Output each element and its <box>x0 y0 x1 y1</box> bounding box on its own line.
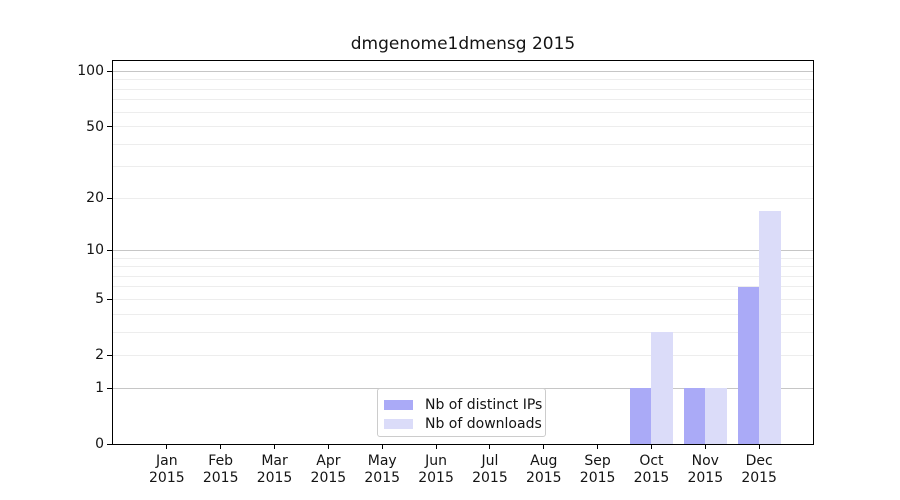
x-tick-mark-aug <box>543 444 545 449</box>
gridline-minor-7 <box>113 275 813 277</box>
gridline-major-100 <box>113 70 813 72</box>
chart-title: dmgenome1dmensg 2015 <box>350 34 576 54</box>
y-tick-mark-10 <box>107 249 112 251</box>
y-tick-mark-2 <box>107 354 112 356</box>
x-tick-label-may: May 2015 <box>350 453 414 487</box>
x-tick-mark-nov <box>704 444 706 449</box>
gridline-minor-5 <box>113 298 813 300</box>
gridline-minor-3 <box>113 331 813 333</box>
x-tick-month: Aug <box>530 453 558 469</box>
x-tick-mark-oct <box>650 444 652 449</box>
y-tick-label-0: 0 <box>95 436 104 452</box>
x-tick-year: 2015 <box>149 470 185 486</box>
y-tick-label-1: 1 <box>95 380 104 397</box>
x-tick-year: 2015 <box>579 470 616 486</box>
y-tick-label-10: 10 <box>86 242 104 259</box>
x-tick-year: 2015 <box>687 470 724 486</box>
gridline-minor-4 <box>113 313 813 315</box>
x-tick-mark-sep <box>597 444 599 449</box>
gridline-minor-90 <box>113 79 813 81</box>
x-tick-month: Sep <box>584 453 611 469</box>
plot-area <box>113 61 813 444</box>
x-tick-month: Mar <box>261 453 288 469</box>
gridline-minor-8 <box>113 266 813 268</box>
gridline-minor-50 <box>113 126 813 128</box>
x-tick-year: 2015 <box>202 470 239 486</box>
plot-border <box>112 60 814 445</box>
x-tick-month: Feb <box>208 453 234 469</box>
x-tick-year: 2015 <box>310 470 347 486</box>
x-tick-label-oct: Oct 2015 <box>619 453 683 487</box>
gridline-minor-30 <box>113 166 813 168</box>
y-tick-mark-1 <box>107 387 112 389</box>
x-tick-year: 2015 <box>741 470 777 486</box>
x-tick-year: 2015 <box>525 470 562 486</box>
gridline-minor-2 <box>113 354 813 356</box>
x-tick-label-mar: Mar 2015 <box>243 453 307 487</box>
bar-nb-of-distinct-ips-oct <box>629 388 652 444</box>
bar-nb-of-distinct-ips-dec <box>737 286 760 444</box>
x-tick-month: Dec <box>745 453 773 469</box>
gridline-minor-9 <box>113 257 813 259</box>
legend-label-distinct-ips: Nb of distinct IPs <box>425 397 543 413</box>
x-tick-year: 2015 <box>364 470 401 486</box>
bar-nb-of-distinct-ips-nov <box>683 388 706 444</box>
x-tick-mark-feb <box>220 444 222 449</box>
gridline-major-10 <box>113 249 813 251</box>
legend: Nb of distinct IPs Nb of downloads <box>377 388 546 437</box>
x-tick-label-aug: Aug 2015 <box>512 453 576 487</box>
y-tick-label-100: 100 <box>77 63 104 80</box>
x-tick-label-nov: Nov 2015 <box>673 453 737 487</box>
bar-nb-of-downloads-dec <box>759 210 781 444</box>
bar-nb-of-downloads-nov <box>705 388 727 444</box>
y-tick-mark-100 <box>107 70 112 72</box>
gridline-minor-80 <box>113 88 813 90</box>
x-tick-mark-apr <box>327 444 329 449</box>
x-tick-year: 2015 <box>472 470 508 486</box>
y-tick-label-20: 20 <box>86 190 104 207</box>
x-tick-month: Jan <box>156 453 178 469</box>
x-tick-label-feb: Feb 2015 <box>189 453 253 487</box>
y-tick-mark-5 <box>107 298 112 300</box>
x-tick-month: Jun <box>425 453 447 469</box>
x-tick-month: Apr <box>316 453 341 469</box>
y-tick-mark-50 <box>107 126 112 128</box>
y-tick-mark-20 <box>107 197 112 199</box>
legend-item-downloads: Nb of downloads <box>384 414 542 434</box>
x-tick-mark-dec <box>758 444 760 449</box>
x-tick-month: Jul <box>481 453 499 469</box>
gridline-minor-60 <box>113 111 813 113</box>
x-tick-label-sep: Sep 2015 <box>566 453 630 487</box>
x-tick-label-jun: Jun 2015 <box>404 453 468 487</box>
x-tick-month: May <box>367 453 397 469</box>
y-tick-label-5: 5 <box>95 291 104 308</box>
gridline-minor-20 <box>113 197 813 199</box>
x-tick-mark-mar <box>274 444 276 449</box>
x-tick-mark-jun <box>435 444 437 449</box>
gridline-minor-70 <box>113 99 813 101</box>
x-tick-label-dec: Dec 2015 <box>727 453 791 487</box>
x-tick-mark-may <box>381 444 383 449</box>
x-tick-mark-jul <box>489 444 491 449</box>
x-tick-year: 2015 <box>256 470 293 486</box>
y-tick-label-50: 50 <box>86 118 104 135</box>
gridline-minor-6 <box>113 286 813 288</box>
y-tick-label-2: 2 <box>95 347 104 364</box>
legend-label-downloads: Nb of downloads <box>425 416 542 432</box>
gridline-minor-40 <box>113 143 813 145</box>
x-tick-year: 2015 <box>633 470 670 486</box>
bar-nb-of-downloads-oct <box>651 332 673 444</box>
x-tick-month: Oct <box>639 453 664 469</box>
legend-item-distinct-ips: Nb of distinct IPs <box>384 395 542 415</box>
legend-swatch-downloads <box>384 419 413 429</box>
x-tick-mark-jan <box>166 444 168 449</box>
y-tick-mark-0 <box>107 443 112 445</box>
x-tick-year: 2015 <box>418 470 454 486</box>
x-tick-label-jul: Jul 2015 <box>458 453 522 487</box>
x-tick-month: Nov <box>691 453 719 469</box>
x-tick-label-jan: Jan 2015 <box>135 453 199 487</box>
x-tick-label-apr: Apr 2015 <box>296 453 360 487</box>
legend-swatch-distinct-ips <box>384 400 413 410</box>
